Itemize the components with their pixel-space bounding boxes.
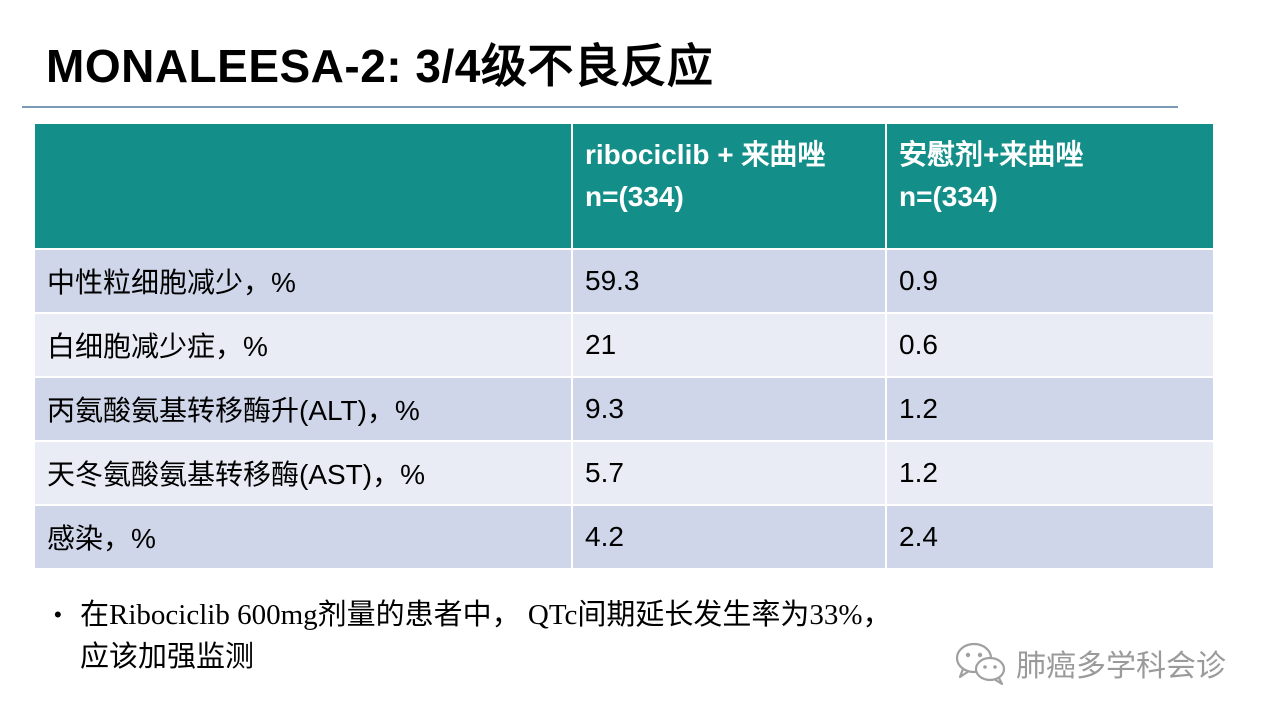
slide-title: MONALEESA-2: 3/4级不良反应 (46, 40, 714, 92)
bullet-symbol: • (54, 602, 62, 627)
bullet-text: 在Ribociclib 600mg剂量的患者中， QTc间期延长发生率为33%，… (80, 594, 1194, 678)
row-label: 感染，% (35, 504, 573, 568)
data-table: ribociclib + 来曲唑 n=(334) 安慰剂+来曲唑 n=(334)… (35, 124, 1213, 568)
header-line: 安慰剂+来曲唑 (899, 139, 1084, 170)
header-cell-ribociclib: ribociclib + 来曲唑 n=(334) (572, 124, 887, 249)
table-row: 白细胞减少症，% 21 0.6 (35, 312, 1213, 377)
header-line: n=(334) (899, 181, 998, 212)
row-label: 白细胞减少症，% (35, 312, 573, 377)
title-divider (22, 106, 1178, 108)
bullet-line: 应该加强监测 (80, 641, 255, 673)
row-label: 天冬氨酸氨基转移酶(AST)，% (35, 440, 573, 505)
table-row: 感染，% 4.2 2.4 (35, 504, 1213, 568)
row-value-ribociclib: 9.3 (572, 376, 887, 441)
row-value-placebo: 0.9 (886, 248, 1213, 313)
header-cell-placebo: 安慰剂+来曲唑 n=(334) (886, 124, 1213, 249)
bullet-list: • 在Ribociclib 600mg剂量的患者中， QTc间期延长发生率为33… (54, 594, 1194, 678)
table-row: 中性粒细胞减少，% 59.3 0.9 (35, 248, 1213, 313)
header-cell-empty (35, 124, 573, 249)
row-value-ribociclib: 5.7 (572, 440, 887, 505)
table-header-row: ribociclib + 来曲唑 n=(334) 安慰剂+来曲唑 n=(334) (35, 124, 1213, 249)
watermark: 肺癌多学科会诊 (954, 640, 1226, 686)
row-value-placebo: 1.2 (886, 440, 1213, 505)
row-value-ribociclib: 4.2 (572, 504, 887, 568)
table-row: 丙氨酸氨基转移酶升(ALT)，% 9.3 1.2 (35, 376, 1213, 441)
row-value-ribociclib: 21 (572, 312, 887, 377)
row-label: 丙氨酸氨基转移酶升(ALT)，% (35, 376, 573, 441)
row-label: 中性粒细胞减少，% (35, 248, 573, 313)
watermark-text: 肺癌多学科会诊 (1016, 649, 1226, 684)
table-row: 天冬氨酸氨基转移酶(AST)，% 5.7 1.2 (35, 440, 1213, 505)
adverse-events-table: ribociclib + 来曲唑 n=(334) 安慰剂+来曲唑 n=(334)… (35, 124, 1213, 568)
bullet-item: • 在Ribociclib 600mg剂量的患者中， QTc间期延长发生率为33… (54, 594, 1194, 678)
header-line: n=(334) (585, 181, 684, 212)
row-value-ribociclib: 59.3 (572, 248, 887, 313)
row-value-placebo: 2.4 (886, 504, 1213, 568)
wechat-icon (955, 642, 1006, 686)
row-value-placebo: 1.2 (886, 376, 1213, 441)
row-value-placebo: 0.6 (886, 312, 1213, 377)
header-line: ribociclib + 来曲唑 (585, 139, 826, 170)
bullet-line: 在Ribociclib 600mg剂量的患者中， QTc间期延长发生率为33%， (80, 599, 892, 631)
